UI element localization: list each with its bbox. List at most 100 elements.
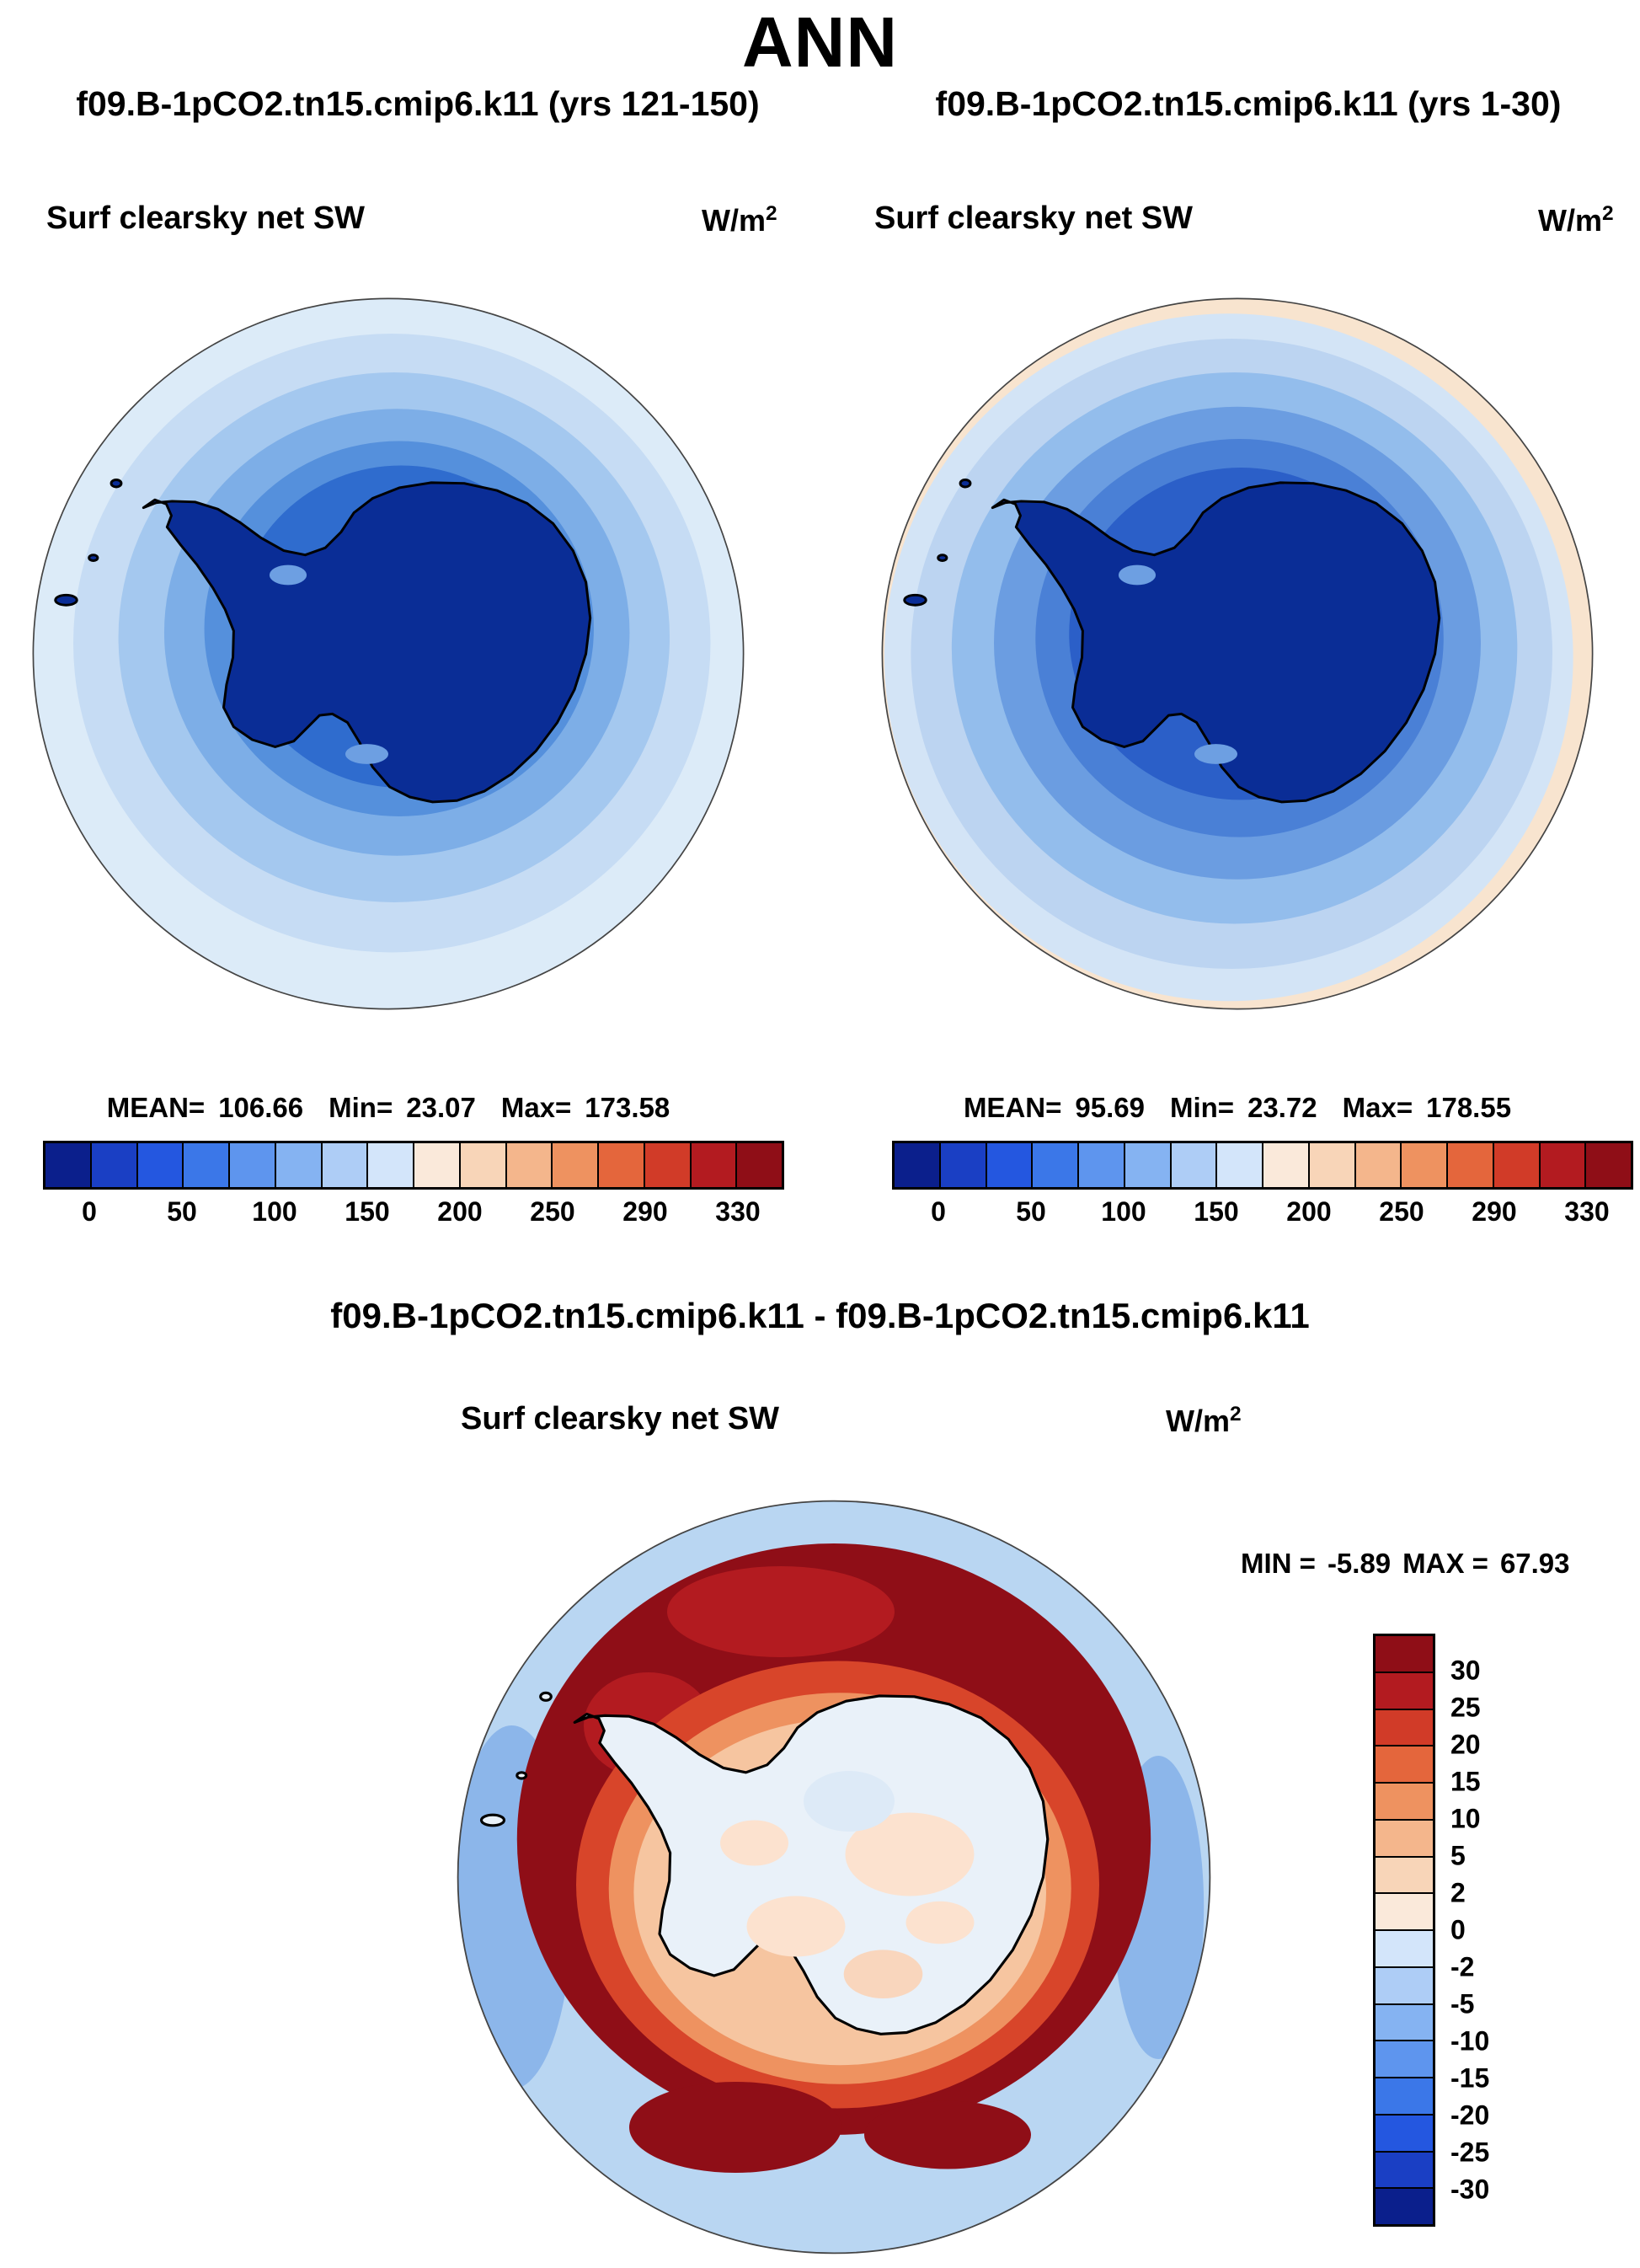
colorbar-diff-ticks: 30 25 20 15 10 5 2 0 -2 -5 -10 -15 -20 -25 -30 xyxy=(1450,1634,1543,2227)
colorbar-segment xyxy=(1376,1672,1433,1710)
diff-minmax: MIN = -5.89 MAX = 67.93 xyxy=(1241,1548,1570,1580)
colorbar-tick-label: 100 xyxy=(1101,1196,1146,1227)
max-label: Max= xyxy=(1342,1092,1413,1123)
near-zero-patch xyxy=(720,1820,788,1866)
colorbar-case2 xyxy=(892,1141,1633,1190)
near-zero-patch xyxy=(905,1901,975,1944)
colorbar-segment xyxy=(368,1143,414,1187)
colorbar-segment xyxy=(1217,1143,1263,1187)
case2-title: f09.B-1pCO2.tn15.cmip6.k11 (yrs 1-30) xyxy=(935,84,1562,123)
colorbar-segment xyxy=(1376,1894,1433,1931)
colorbar-segment xyxy=(1376,1709,1433,1747)
max-value: 67.93 xyxy=(1499,1548,1570,1579)
colorbar-segment xyxy=(1376,1636,1433,1673)
colorbar-segment xyxy=(91,1143,138,1187)
max-value: 178.55 xyxy=(1426,1092,1512,1123)
colorbar-tick-label: 330 xyxy=(715,1196,761,1227)
min-value: 23.07 xyxy=(406,1092,476,1123)
colorbar-segment xyxy=(1448,1143,1494,1187)
colorbar-tick-label: 2 xyxy=(1450,1877,1466,1908)
colorbar-tick-label: 200 xyxy=(1286,1196,1332,1227)
colorbar-segment xyxy=(1079,1143,1125,1187)
min-value: 23.72 xyxy=(1247,1092,1317,1123)
map-case2 xyxy=(881,297,1594,1010)
colorbar-tick-label: 100 xyxy=(252,1196,297,1227)
diff-variable-label: Surf clearsky net SW xyxy=(461,1401,780,1436)
colorbar-tick-label: 0 xyxy=(931,1196,946,1227)
colorbar-segment xyxy=(1376,2152,1433,2190)
colorbar-tick-label: 10 xyxy=(1450,1803,1481,1834)
colorbar-tick-label: 50 xyxy=(1016,1196,1046,1227)
ice-shelf-patch xyxy=(1194,744,1237,764)
max-label: Max= xyxy=(500,1092,572,1123)
colorbar-segment xyxy=(1124,1143,1172,1187)
colorbar-segment xyxy=(1376,1931,1433,1968)
colorbar-case1-ticks: 0 50 100 150 200 250 290 330 xyxy=(43,1196,784,1232)
colorbar-tick-label: 0 xyxy=(82,1196,97,1227)
min-value: -5.89 xyxy=(1327,1548,1392,1579)
colorbar-tick-label: -2 xyxy=(1450,1951,1475,1982)
colorbar-segment xyxy=(599,1143,645,1187)
case2-units-label: W/m2 xyxy=(1538,202,1614,238)
colorbar-tick-label: -10 xyxy=(1450,2025,1490,2057)
min-label: MIN = xyxy=(1241,1548,1316,1579)
colorbar-segment xyxy=(1376,1820,1433,1858)
colorbar-segment xyxy=(737,1143,782,1187)
colorbar-segment xyxy=(1586,1143,1631,1187)
colorbar-tick-label: 290 xyxy=(622,1196,668,1227)
map-diff xyxy=(457,1500,1211,2255)
colorbar-tick-label: 25 xyxy=(1450,1692,1481,1723)
colorbar-segment xyxy=(275,1143,323,1187)
colorbar-segment xyxy=(1309,1143,1356,1187)
colorbar-diff xyxy=(1373,1634,1435,2227)
colorbar-tick-label: 20 xyxy=(1450,1729,1481,1760)
colorbar-segment xyxy=(1402,1143,1448,1187)
map-diff-shading xyxy=(457,1500,1210,2254)
case1-title: f09.B-1pCO2.tn15.cmip6.k11 (yrs 121-150) xyxy=(76,84,760,123)
ice-shelf-patch xyxy=(1118,564,1157,586)
colorbar-segment xyxy=(1376,2041,1433,2078)
colorbar-segment xyxy=(506,1143,553,1187)
near-zero-patch xyxy=(843,1950,923,1998)
colorbar-segment xyxy=(1376,2189,1433,2224)
colorbar-segment xyxy=(460,1143,507,1187)
page-title: ANN xyxy=(742,3,898,82)
colorbar-segment xyxy=(1376,1857,1433,1895)
colorbar-segment xyxy=(414,1143,461,1187)
near-zero-patch xyxy=(804,1771,895,1832)
colorbar-segment xyxy=(1376,1746,1433,1784)
colorbar-tick-label: -15 xyxy=(1450,2062,1490,2094)
colorbar-tick-label: -20 xyxy=(1450,2100,1490,2131)
colorbar-segment xyxy=(45,1143,92,1187)
units-exponent: 2 xyxy=(1602,202,1614,225)
map-boundary-circle xyxy=(881,297,1594,1010)
colorbar-segment xyxy=(895,1143,941,1187)
mean-value: 95.69 xyxy=(1075,1092,1145,1123)
min-label: Min= xyxy=(1169,1092,1235,1123)
colorbar-segment xyxy=(1376,2115,1433,2153)
colorbar-segment xyxy=(1171,1143,1218,1187)
colorbar-tick-label: -5 xyxy=(1450,1988,1475,2019)
colorbar-tick-label: 50 xyxy=(167,1196,197,1227)
colorbar-segment xyxy=(940,1143,987,1187)
max-value: 173.58 xyxy=(585,1092,670,1123)
units-exponent: 2 xyxy=(1230,1403,1242,1426)
ice-shelf-patch xyxy=(345,744,388,764)
colorbar-tick-label: 30 xyxy=(1450,1655,1481,1686)
colorbar-segment xyxy=(1355,1143,1402,1187)
colorbar-tick-label: 0 xyxy=(1450,1914,1466,1945)
ice-shelf-patch xyxy=(269,564,307,586)
colorbar-tick-label: 330 xyxy=(1564,1196,1610,1227)
min-label: Min= xyxy=(329,1092,393,1123)
colorbar-segment xyxy=(230,1143,276,1187)
case1-variable-label: Surf clearsky net SW xyxy=(46,201,366,236)
colorbar-segment xyxy=(553,1143,599,1187)
colorbar-segment xyxy=(1493,1143,1541,1187)
colorbar-segment xyxy=(644,1143,692,1187)
colorbar-segment xyxy=(1033,1143,1079,1187)
colorbar-segment xyxy=(1376,1784,1433,1821)
units-base: W/m xyxy=(1166,1404,1230,1438)
diff-units-label: W/m2 xyxy=(1166,1403,1242,1439)
colorbar-segment xyxy=(691,1143,738,1187)
